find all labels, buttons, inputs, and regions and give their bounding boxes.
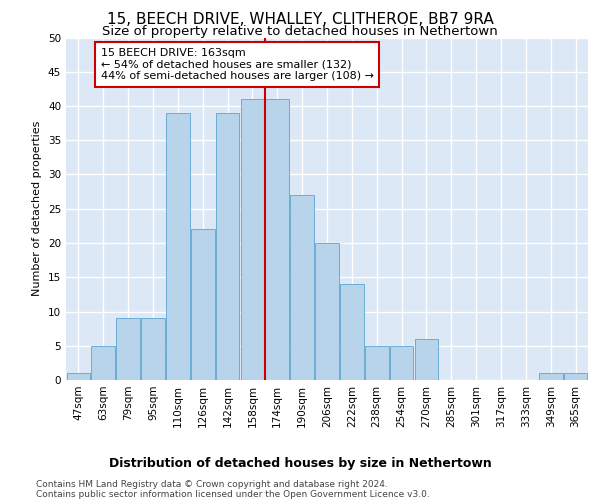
Text: Contains HM Land Registry data © Crown copyright and database right 2024.: Contains HM Land Registry data © Crown c…: [36, 480, 388, 489]
Y-axis label: Number of detached properties: Number of detached properties: [32, 121, 43, 296]
Bar: [67, 373, 90, 380]
Bar: [265, 99, 289, 380]
Bar: [315, 243, 339, 380]
Bar: [166, 113, 190, 380]
Bar: [216, 113, 239, 380]
Text: Contains public sector information licensed under the Open Government Licence v3: Contains public sector information licen…: [36, 490, 430, 499]
Bar: [241, 99, 264, 380]
Text: Distribution of detached houses by size in Nethertown: Distribution of detached houses by size …: [109, 458, 491, 470]
Text: Size of property relative to detached houses in Nethertown: Size of property relative to detached ho…: [102, 25, 498, 38]
Bar: [365, 346, 389, 380]
Bar: [141, 318, 165, 380]
Bar: [539, 373, 563, 380]
Text: 15, BEECH DRIVE, WHALLEY, CLITHEROE, BB7 9RA: 15, BEECH DRIVE, WHALLEY, CLITHEROE, BB7…: [107, 12, 493, 28]
Bar: [191, 230, 215, 380]
Text: 15 BEECH DRIVE: 163sqm
← 54% of detached houses are smaller (132)
44% of semi-de: 15 BEECH DRIVE: 163sqm ← 54% of detached…: [101, 48, 374, 81]
Bar: [415, 339, 438, 380]
Bar: [290, 195, 314, 380]
Bar: [390, 346, 413, 380]
Bar: [116, 318, 140, 380]
Bar: [340, 284, 364, 380]
Bar: [564, 373, 587, 380]
Bar: [91, 346, 115, 380]
